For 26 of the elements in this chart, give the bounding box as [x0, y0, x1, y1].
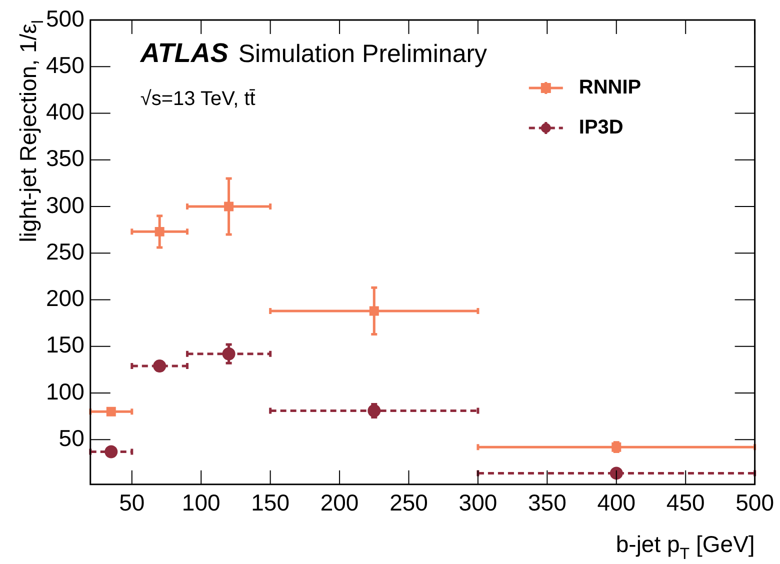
- legend-label: IP3D: [578, 116, 624, 139]
- annotation: Simulation Preliminary: [238, 40, 488, 68]
- annotation: √s=13 TeV, tt̄: [140, 88, 256, 110]
- y-tick-label: 400: [46, 98, 84, 125]
- y-tick-label: 150: [46, 332, 84, 358]
- x-tick-label: 300: [458, 490, 498, 516]
- y-axis-title: light-jet Rejection, 1/εl: [15, 20, 47, 242]
- y-tick-label: 450: [46, 52, 84, 78]
- x-tick-label: 450: [666, 490, 705, 516]
- x-tick-label: 50: [119, 490, 145, 516]
- x-tick-label: 350: [528, 490, 566, 516]
- x-tick-label: 400: [597, 490, 636, 516]
- legend-label: RNNIP: [578, 76, 642, 99]
- x-tick-label: 500: [736, 490, 774, 516]
- x-tick-label: 100: [182, 490, 220, 516]
- y-tick-label: 100: [46, 378, 84, 404]
- x-tick-label: 250: [390, 490, 428, 516]
- y-tick-label: 350: [46, 145, 84, 172]
- y-tick-label: 200: [46, 285, 84, 312]
- y-tick-label: 500: [46, 5, 84, 32]
- annotation: ATLAS: [139, 38, 228, 68]
- y-tick-label: 300: [46, 192, 84, 218]
- x-tick-label: 150: [251, 490, 290, 516]
- y-tick-label: 50: [58, 424, 84, 451]
- x-tick-label: 200: [320, 490, 359, 516]
- y-tick-label: 250: [46, 238, 84, 264]
